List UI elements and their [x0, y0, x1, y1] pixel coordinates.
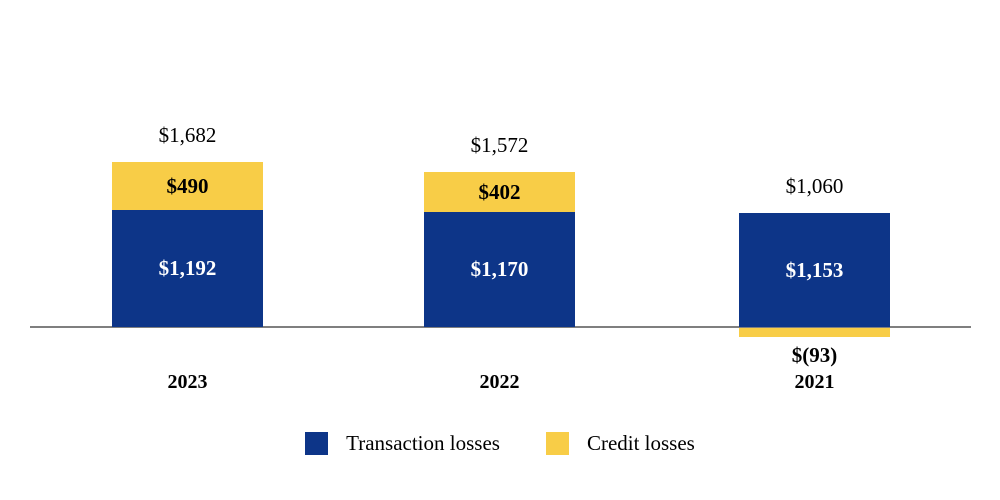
- category-label-2022: 2022: [479, 371, 520, 393]
- total-value-label: $1,572: [470, 133, 529, 157]
- credit-losses-legend-label: Credit losses: [586, 431, 695, 455]
- total-value-label: $1,682: [158, 123, 217, 147]
- credit-losses-swatch: [545, 431, 569, 455]
- credit-losses-value-label: $402: [478, 179, 521, 204]
- legend-item-credit-losses: Credit losses: [545, 430, 695, 456]
- bar-group-2021: $1,060 $(93) $1,153 2021: [739, 0, 890, 500]
- transaction-losses-segment: $1,153: [739, 213, 890, 327]
- credit-losses-value-label: $(93): [791, 343, 838, 367]
- bar-group-2022: $1,572 $402 $1,170 2022: [424, 0, 575, 500]
- transaction-losses-legend-label: Transaction losses: [346, 431, 500, 455]
- credit-losses-value-label: $490: [166, 173, 209, 198]
- x-axis-line: [30, 326, 971, 328]
- category-label-2021: 2021: [794, 371, 835, 393]
- transaction-losses-segment: $1,170: [424, 212, 575, 327]
- transaction-losses-value-label: $1,192: [158, 256, 217, 280]
- bar-group-2023: $1,682 $490 $1,192 2023: [112, 0, 263, 500]
- credit-losses-segment: [739, 328, 890, 337]
- transaction-losses-value-label: $1,170: [470, 257, 529, 281]
- legend-item-transaction-losses: Transaction losses: [305, 430, 500, 456]
- chart-legend: Transaction losses Credit losses: [0, 430, 1000, 456]
- credit-losses-segment: $402: [424, 172, 575, 212]
- credit-losses-segment: $490: [112, 162, 263, 210]
- category-label-2023: 2023: [167, 371, 208, 393]
- transaction-losses-value-label: $1,153: [785, 257, 844, 282]
- total-value-label: $1,060: [785, 174, 844, 198]
- transaction-losses-segment: $1,192: [112, 210, 263, 327]
- transaction-losses-swatch: [305, 431, 329, 455]
